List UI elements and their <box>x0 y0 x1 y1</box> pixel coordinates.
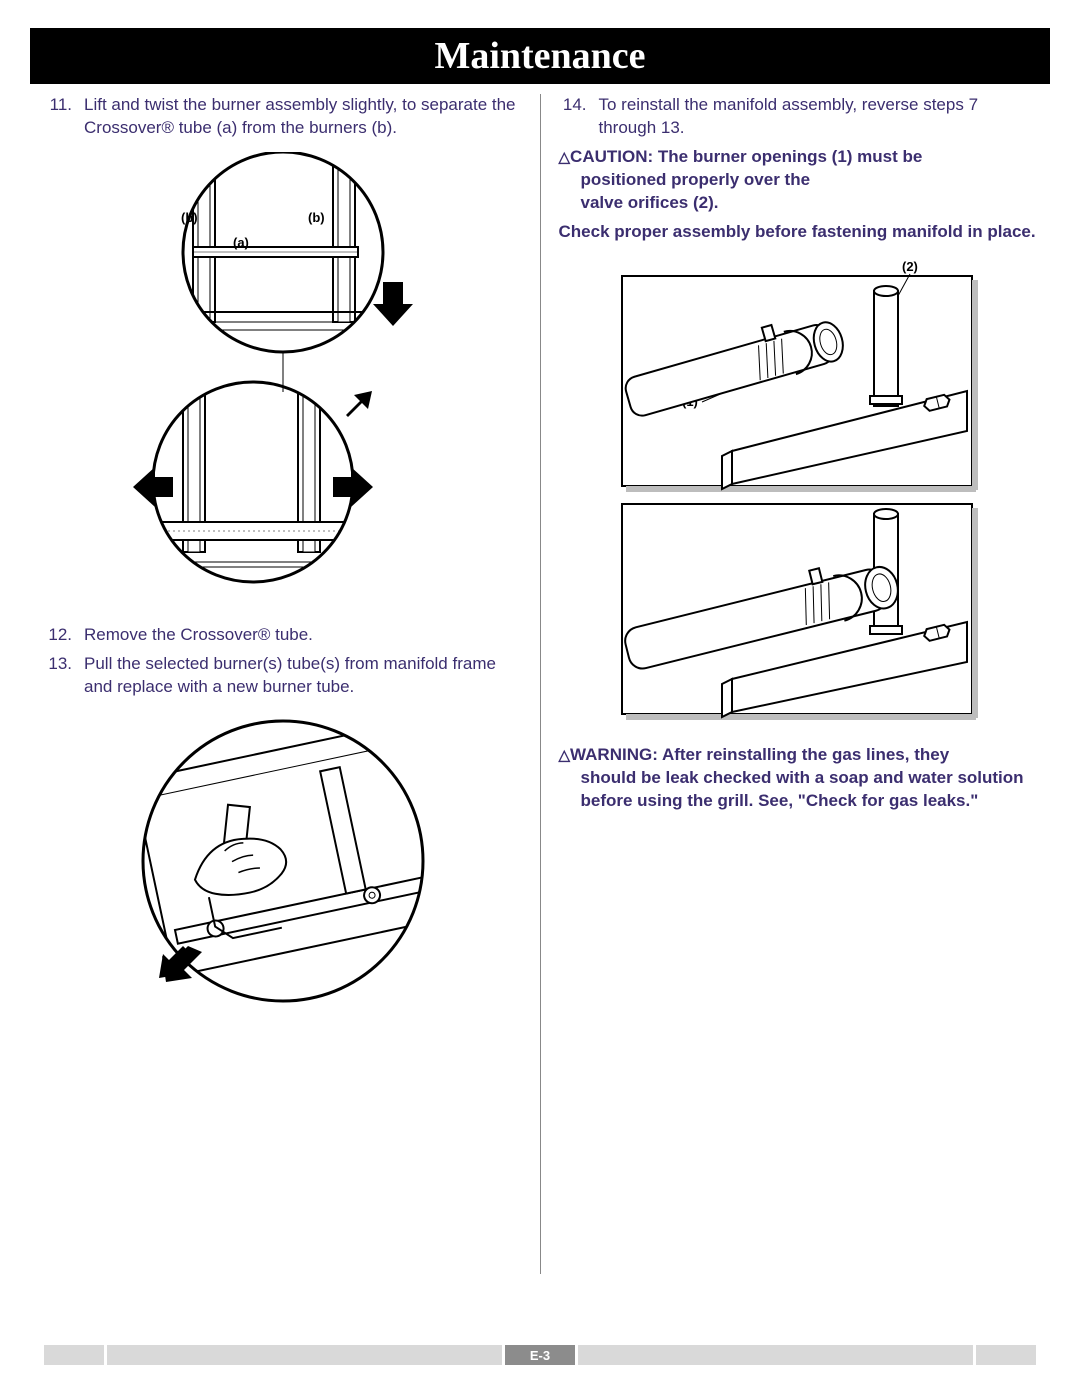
footer-seg <box>44 1345 104 1365</box>
step-num: 12. <box>44 624 84 647</box>
footer-bar: E-3 <box>44 1345 1036 1365</box>
step-13: 13. Pull the selected burner(s) tube(s) … <box>44 653 522 699</box>
label-a: (a) <box>233 235 249 250</box>
right-column: 14. To reinstall the manifold assembly, … <box>559 94 1037 1337</box>
figure-orifice-alignment: (2) (1) <box>612 256 982 726</box>
column-divider <box>540 94 541 1274</box>
footer-seg <box>107 1345 502 1365</box>
header-bar: Maintenance <box>30 28 1050 84</box>
caution-rest: positioned properly over the valve orifi… <box>559 169 1037 215</box>
step-body: To reinstall the manifold assembly, reve… <box>599 94 1037 140</box>
label-2: (2) <box>902 259 918 274</box>
left-column: 11. Lift and twist the burner assembly s… <box>44 94 522 1337</box>
step-num: 13. <box>44 653 84 699</box>
step-12: 12. Remove the Crossover® tube. <box>44 624 522 647</box>
caution-block: △CAUTION: The burner openings (1) must b… <box>559 146 1037 215</box>
label-b1: (b) <box>181 210 198 225</box>
warning-triangle-icon: △ <box>559 746 571 766</box>
warning-triangle-icon: △ <box>559 148 571 168</box>
step-11: 11. Lift and twist the burner assembly s… <box>44 94 522 140</box>
page-number: E-3 <box>505 1345 575 1365</box>
step-num: 11. <box>44 94 84 140</box>
step-body: Pull the selected burner(s) tube(s) from… <box>84 653 522 699</box>
footer-seg <box>578 1345 973 1365</box>
figure-burner-separation: (b) (b) (a) <box>83 152 483 612</box>
warning-lead: WARNING: After reinstalling the gas line… <box>570 745 949 764</box>
warning-rest: should be leak checked with a soap and w… <box>559 767 1037 813</box>
label-b2: (b) <box>308 210 325 225</box>
footer-seg <box>976 1345 1036 1365</box>
check-text: Check proper assembly before fastening m… <box>559 221 1037 244</box>
page-title: Maintenance <box>434 34 645 78</box>
caution-lead: CAUTION: The burner openings (1) must be <box>570 147 922 166</box>
figure-pull-burner <box>133 711 433 1011</box>
step-body: Lift and twist the burner assembly sligh… <box>84 94 522 140</box>
warning-block: △WARNING: After reinstalling the gas lin… <box>559 744 1037 813</box>
content-area: 11. Lift and twist the burner assembly s… <box>44 94 1036 1337</box>
step-num: 14. <box>559 94 599 140</box>
step-14: 14. To reinstall the manifold assembly, … <box>559 94 1037 140</box>
step-body: Remove the Crossover® tube. <box>84 624 522 647</box>
